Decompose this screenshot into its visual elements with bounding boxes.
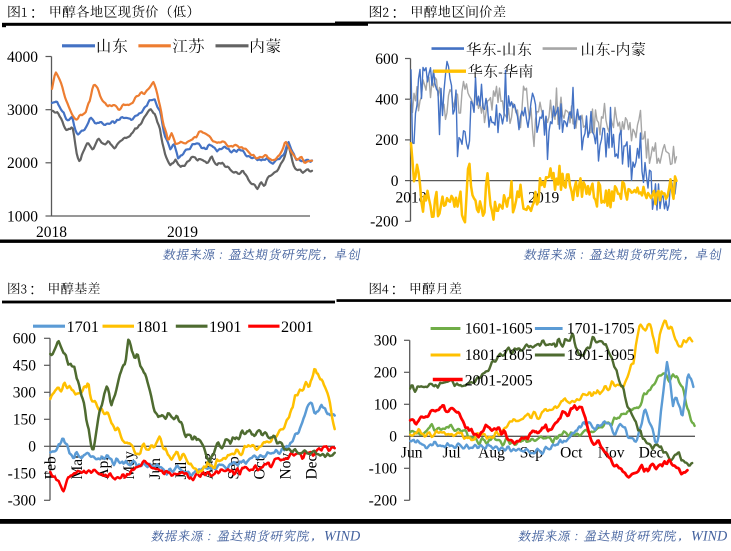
svg-text:2001: 2001 (281, 317, 314, 336)
svg-text:0: 0 (28, 439, 36, 456)
svg-text:-200: -200 (370, 214, 399, 231)
svg-text:400: 400 (375, 92, 399, 109)
svg-text:300: 300 (13, 385, 37, 402)
svg-text:1701-1705: 1701-1705 (567, 321, 635, 338)
svg-text:0: 0 (391, 173, 399, 190)
svg-text:1000: 1000 (7, 208, 38, 225)
svg-text:100: 100 (374, 397, 398, 414)
svg-text:1801-1805: 1801-1805 (465, 347, 533, 364)
svg-text:4000: 4000 (7, 49, 38, 66)
svg-text:2000: 2000 (7, 155, 38, 172)
svg-text:0: 0 (389, 429, 397, 446)
svg-text:1701: 1701 (67, 317, 100, 336)
svg-text:1601-1605: 1601-1605 (465, 321, 533, 338)
svg-text:-100: -100 (369, 461, 398, 478)
svg-text:1801: 1801 (136, 317, 169, 336)
svg-text:150: 150 (13, 412, 37, 429)
svg-text:-150: -150 (8, 466, 37, 483)
svg-text:-300: -300 (8, 493, 37, 510)
svg-text:300: 300 (374, 333, 398, 350)
svg-text:200: 200 (374, 365, 398, 382)
svg-text:2001-2005: 2001-2005 (465, 373, 533, 390)
svg-text:WIND: WIND (691, 529, 728, 545)
svg-text:1901-1905: 1901-1905 (567, 347, 635, 364)
svg-text:Nov: Nov (278, 453, 295, 480)
svg-text:2019: 2019 (167, 224, 198, 241)
svg-text:Dec: Dec (304, 454, 321, 479)
svg-text:2018: 2018 (36, 224, 67, 241)
svg-text:Oct: Oct (560, 445, 583, 462)
svg-text:450: 450 (13, 358, 37, 375)
svg-text:WIND: WIND (324, 529, 361, 545)
svg-text:Jun: Jun (401, 445, 423, 462)
svg-text:-200: -200 (369, 493, 398, 510)
svg-text:3000: 3000 (7, 102, 38, 119)
svg-text:200: 200 (375, 132, 399, 149)
svg-text:600: 600 (13, 331, 37, 348)
svg-text:1901: 1901 (209, 317, 242, 336)
svg-text:600: 600 (375, 51, 399, 68)
